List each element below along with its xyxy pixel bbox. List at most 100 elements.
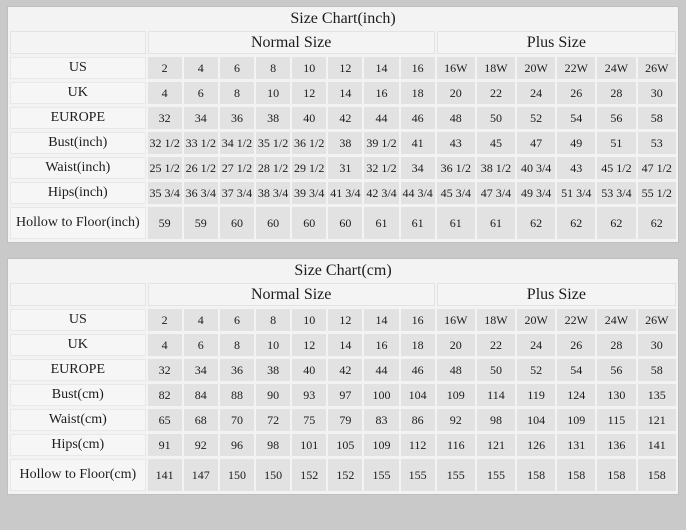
size-value-cell: 10 [292, 57, 327, 79]
size-value-cell: 112 [400, 434, 435, 456]
size-value-cell: 116 [436, 434, 475, 456]
size-value-cell: 68 [183, 409, 218, 431]
table-row: Hips(cm) 91 92 96 98 101 105 109 112 116 121 126 131… [10, 434, 676, 456]
size-value-cell: 26 [557, 82, 596, 104]
size-value-cell: 16 [364, 82, 399, 104]
size-value-cell: 44 [364, 359, 399, 381]
size-value-cell: 46 [400, 107, 435, 129]
size-value-cell: 51 3/4 [557, 182, 596, 204]
table-row: US 2 4 6 8 10 12 14 16 16W 18W 20W 22W 24W 26W [10, 57, 676, 79]
size-value-cell: 97 [328, 384, 363, 406]
size-value-cell: 75 [292, 409, 327, 431]
size-value-cell: 16 [400, 309, 435, 331]
size-value-cell: 92 [183, 434, 218, 456]
size-value-cell: 56 [597, 107, 636, 129]
size-value-cell: 42 3/4 [364, 182, 399, 204]
size-value-cell: 100 [364, 384, 399, 406]
size-value-cell: 26W [637, 57, 676, 79]
size-value-cell: 49 [557, 132, 596, 154]
size-value-cell: 47 1/2 [637, 157, 676, 179]
size-value-cell: 158 [637, 459, 676, 491]
size-value-cell: 22W [557, 309, 596, 331]
size-value-cell: 24 [517, 82, 556, 104]
size-value-cell: 52 [517, 359, 556, 381]
size-value-cell: 109 [557, 409, 596, 431]
size-value-cell: 50 [476, 359, 516, 381]
size-value-cell: 42 [328, 359, 363, 381]
row-label: UK [10, 334, 146, 356]
size-value-cell: 40 [292, 359, 327, 381]
table-row: Bust(inch) 32 1/2 33 1/2 34 1/2 35 1/2 36 1/2… [10, 132, 676, 154]
size-value-cell: 38 1/2 [476, 157, 516, 179]
table-row: Waist(inch) 25 1/2 26 1/2 27 1/2 28 1/2 29 1/… [10, 157, 676, 179]
size-value-cell: 62 [597, 207, 636, 239]
size-value-cell: 34 [400, 157, 435, 179]
size-value-cell: 98 [476, 409, 516, 431]
size-value-cell: 14 [328, 334, 363, 356]
size-value-cell: 22W [557, 57, 596, 79]
group-header-row: Normal Size Plus Size [10, 283, 676, 306]
size-value-cell: 35 3/4 [147, 182, 182, 204]
size-value-cell: 60 [292, 207, 327, 239]
table-row: Waist(cm) 65 68 70 72 75 79 83 86 92 98 104 109 115 12… [10, 409, 676, 431]
size-value-cell: 59 [147, 207, 182, 239]
size-value-cell: 92 [436, 409, 475, 431]
size-value-cell: 88 [219, 384, 255, 406]
size-value-cell: 45 3/4 [436, 182, 475, 204]
size-value-cell: 155 [436, 459, 475, 491]
size-value-cell: 18 [400, 334, 435, 356]
size-value-cell: 155 [476, 459, 516, 491]
size-value-cell: 25 1/2 [147, 157, 182, 179]
size-value-cell: 84 [183, 384, 218, 406]
size-value-cell: 18W [476, 57, 516, 79]
size-value-cell: 6 [183, 82, 218, 104]
table-row: Hollow to Floor(inch) 59 59 60 60 60 60 61 61 61 6… [10, 207, 676, 239]
size-value-cell: 4 [147, 334, 182, 356]
size-value-cell: 48 [436, 107, 475, 129]
size-value-cell: 44 3/4 [400, 182, 435, 204]
size-value-cell: 60 [219, 207, 255, 239]
table-row: UK 4 6 8 10 12 14 16 18 20 22 24 26 28 30 [10, 334, 676, 356]
row-label: Waist(inch) [10, 157, 146, 179]
size-value-cell: 131 [557, 434, 596, 456]
size-value-cell: 141 [637, 434, 676, 456]
size-value-cell: 155 [364, 459, 399, 491]
size-value-cell: 48 [436, 359, 475, 381]
size-value-cell: 14 [364, 309, 399, 331]
size-value-cell: 22 [476, 334, 516, 356]
size-chart-page: Size Chart(inch) Normal Size Plus Size U… [8, 7, 678, 494]
size-value-cell: 44 [364, 107, 399, 129]
size-value-cell: 27 1/2 [219, 157, 255, 179]
size-value-cell: 32 [147, 107, 182, 129]
size-value-cell: 14 [328, 82, 363, 104]
table-row: Hips(inch) 35 3/4 36 3/4 37 3/4 38 3/4 39 3/4… [10, 182, 676, 204]
size-value-cell: 49 3/4 [517, 182, 556, 204]
size-value-cell: 8 [219, 82, 255, 104]
size-value-cell: 12 [328, 57, 363, 79]
table-row: US 2 4 6 8 10 12 14 16 16W 18W 20W 22W 24W 26W [10, 309, 676, 331]
size-value-cell: 40 3/4 [517, 157, 556, 179]
size-value-cell: 52 [517, 107, 556, 129]
size-value-cell: 91 [147, 434, 182, 456]
size-value-cell: 98 [256, 434, 291, 456]
table-row: EUROPE 32 34 36 38 40 42 44 46 48 50 52 54 56 58 [10, 359, 676, 381]
size-value-cell: 28 1/2 [256, 157, 291, 179]
row-label: EUROPE [10, 107, 146, 129]
size-value-cell: 29 1/2 [292, 157, 327, 179]
size-value-cell: 4 [183, 57, 218, 79]
size-value-cell: 31 [328, 157, 363, 179]
size-value-cell: 37 3/4 [219, 182, 255, 204]
size-value-cell: 36 1/2 [292, 132, 327, 154]
row-label: EUROPE [10, 359, 146, 381]
size-value-cell: 32 [147, 359, 182, 381]
size-value-cell: 93 [292, 384, 327, 406]
size-value-cell: 60 [328, 207, 363, 239]
size-value-cell: 6 [219, 57, 255, 79]
size-value-cell: 18 [400, 82, 435, 104]
row-label: Bust(cm) [10, 384, 146, 406]
size-value-cell: 79 [328, 409, 363, 431]
size-value-cell: 24 [517, 334, 556, 356]
size-value-cell: 38 [328, 132, 363, 154]
size-value-cell: 115 [597, 409, 636, 431]
size-value-cell: 14 [364, 57, 399, 79]
